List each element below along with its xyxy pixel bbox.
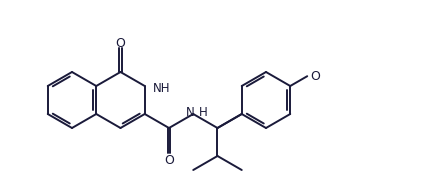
Text: O: O: [310, 70, 320, 83]
Text: O: O: [164, 154, 174, 167]
Text: H: H: [199, 105, 208, 118]
Text: NH: NH: [153, 81, 170, 94]
Text: O: O: [116, 37, 125, 50]
Text: N: N: [186, 105, 194, 118]
